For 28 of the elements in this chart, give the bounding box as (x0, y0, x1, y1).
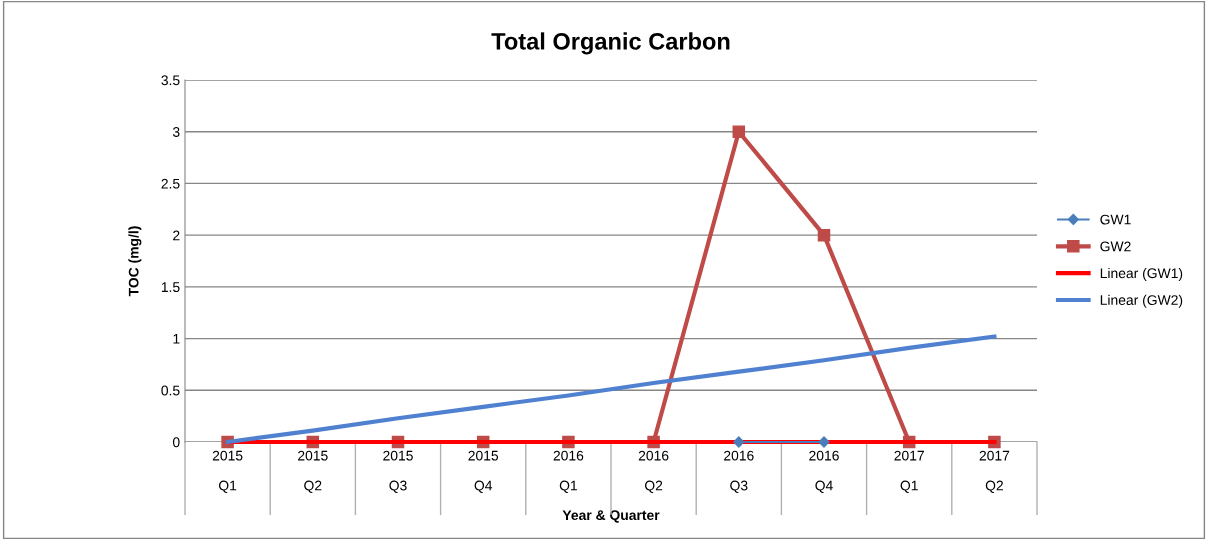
x-axis-title: Year & Quarter (562, 510, 660, 523)
y-tick-label: 2.5 (161, 178, 180, 189)
legend-label: Linear (GW1) (1100, 267, 1183, 281)
category-label: 2015 Q3 (383, 450, 413, 493)
point (733, 436, 745, 448)
legend-label: Linear (GW2) (1100, 294, 1183, 308)
category-label: 2016 Q3 (724, 450, 754, 493)
category-label: 2017 Q2 (979, 450, 1010, 493)
y-tick-label: 1.5 (161, 282, 180, 293)
category-label: 2016 Q2 (638, 450, 669, 493)
legend-label: GW2 (1100, 241, 1131, 252)
category-label: 2015 Q1 (212, 450, 243, 493)
y-tick-label: 0 (172, 437, 180, 448)
y-tick-label: 3 (172, 127, 180, 137)
y-axis-title: TOC (mg/l) (128, 226, 142, 297)
y-tick-label: 0.5 (161, 385, 180, 396)
category-label: 2016 Q1 (553, 450, 584, 493)
chart-title: Total Organic Carbon (491, 32, 730, 55)
category-label: 2017 Q1 (894, 450, 924, 493)
category-label: 2015 Q4 (468, 450, 499, 493)
category-label: 2016 Q4 (809, 450, 839, 493)
y-tick-label: 3.5 (161, 75, 180, 86)
category-label: 2015 Q2 (298, 450, 328, 493)
y-tick-label: 2 (173, 230, 180, 241)
legend-label: GW1 (1100, 214, 1131, 225)
y-tick-label: 1 (173, 334, 180, 344)
point (817, 228, 831, 242)
point (732, 125, 746, 138)
